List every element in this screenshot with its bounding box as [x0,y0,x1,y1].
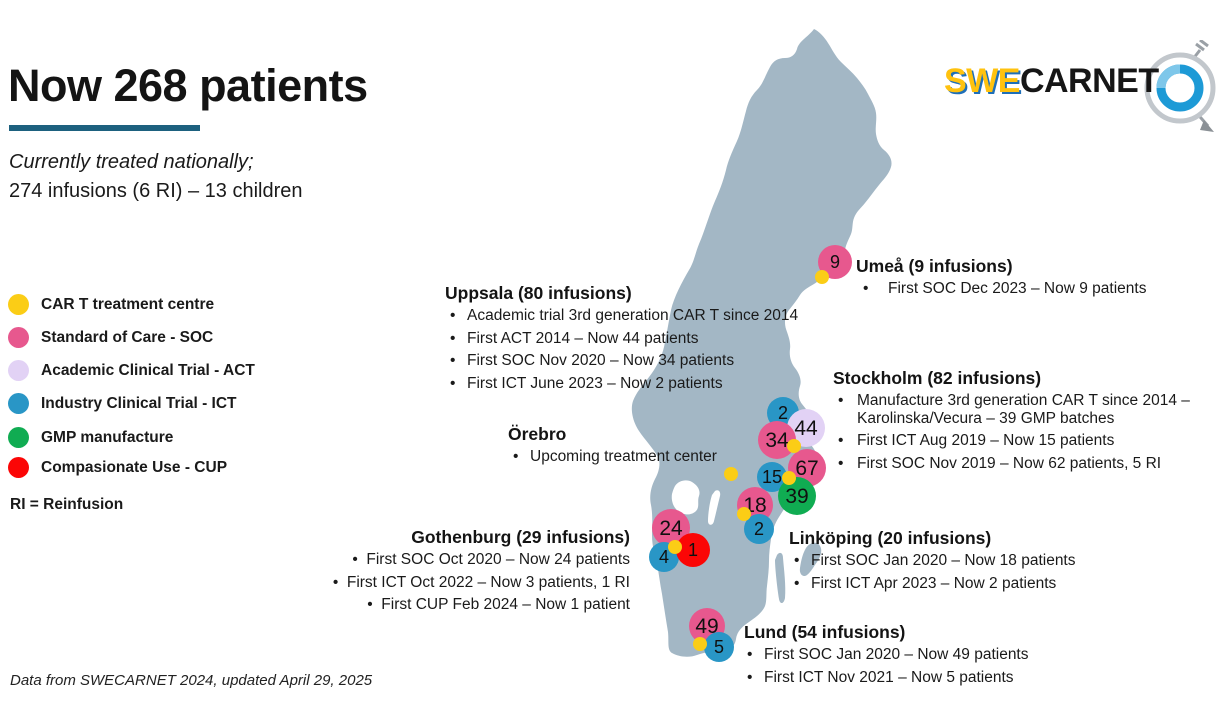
city-bullet: First SOC Nov 2020 – Now 34 patients [445,352,885,370]
map-marker-linkoping-ict: 2 [744,514,774,544]
city-block-linkoping: Linköping (20 infusions) First SOC Jan 2… [789,528,1076,597]
map-marker-umea-centre [815,270,829,284]
city-bullet: Upcoming treatment center [508,448,717,466]
map-marker-linkoping-centre [737,507,751,521]
map-marker-lund-ict: 5 [704,632,734,662]
city-block-orebro: Örebro Upcoming treatment center [508,424,717,471]
city-title: Örebro [508,424,567,444]
legend-item-cup: Compasionate Use - CUP [8,457,227,478]
map-marker-uppsala-centre [787,439,801,453]
city-title: Umeå (9 infusions) [856,256,1013,276]
city-title: Stockholm (82 infusions) [833,368,1042,388]
legend-label: Compasionate Use - CUP [41,458,228,476]
city-bullet: First SOC Oct 2020 – Now 24 patients [270,551,630,569]
legend-label: GMP manufacture [41,428,174,446]
city-bullet: First ICT Apr 2023 – Now 2 patients [789,575,1076,593]
legend-item-gmp: GMP manufacture [8,427,173,448]
subtitle-line-1: Currently treated nationally; [9,151,254,173]
city-bullet: First SOC Jan 2020 – Now 49 patients [744,646,1029,664]
city-title: Linköping (20 infusions) [789,528,992,548]
legend-note: RI = Reinfusion [10,496,124,513]
lake-vanern [671,480,700,515]
city-title: Gothenburg (29 infusions) [411,527,630,547]
target-icon [1144,40,1216,132]
cup-dot-icon [8,457,29,478]
brand-logo: SWECARNET [944,62,1159,101]
lake-vattern [708,490,721,525]
ict-dot-icon [8,393,29,414]
legend-label: Standard of Care - SOC [41,328,214,346]
city-bullet: First SOC Dec 2023 – Now 9 patients [856,280,1146,298]
city-bullet: First SOC Jan 2020 – Now 18 patients [789,552,1076,570]
logo-carnet: CARNET [1019,62,1159,100]
city-bullet: First ICT Aug 2019 – Now 15 patients [833,432,1232,450]
city-bullet: Manufacture 3rd generation CAR T since 2… [833,392,1232,427]
city-bullet: First ACT 2014 – Now 44 patients [445,330,885,348]
page-title: Now 268 patients [8,60,368,111]
legend-item-centre: CAR T treatment centre [8,294,214,315]
map-marker-lund-centre [693,637,707,651]
map-marker-uppsala-soc: 34 [758,421,796,459]
footer-note: Data from SWECARNET 2024, updated April … [10,672,373,689]
legend-label: Industry Clinical Trial - ICT [41,394,237,412]
city-bullet: First CUP Feb 2024 – Now 1 patient [270,596,630,614]
city-title: Lund (54 infusions) [744,622,906,642]
city-bullet: First SOC Nov 2019 – Now 62 patients, 5 … [833,455,1232,473]
city-block-lund: Lund (54 infusions) First SOC Jan 2020 –… [744,622,1029,691]
map-marker-gothenburg-cup: 1 [676,533,710,567]
city-block-gothenburg: Gothenburg (29 infusions) First SOC Oct … [270,527,630,619]
legend-item-ict: Industry Clinical Trial - ICT [8,393,237,414]
legend-label: Academic Clinical Trial - ACT [41,361,255,379]
map-marker-stockholm-centre [782,471,796,485]
map-marker-orebro-centre [724,467,738,481]
island-oland [775,552,786,604]
centre-dot-icon [8,294,29,315]
city-block-umea: Umeå (9 infusions) First SOC Dec 2023 – … [856,256,1146,303]
legend-item-act: Academic Clinical Trial - ACT [8,360,255,381]
map-marker-gothenburg-centre [668,540,682,554]
logo-swe: SWE [944,62,1020,100]
legend-item-soc: Standard of Care - SOC [8,327,213,348]
legend-label: CAR T treatment centre [41,295,215,313]
city-block-stockholm: Stockholm (82 infusions) Manufacture 3rd… [833,368,1232,477]
subtitle-line-2: 274 infusions (6 RI) – 13 children [9,180,303,202]
city-bullet: First ICT Oct 2022 – Now 3 patients, 1 R… [270,574,630,592]
soc-dot-icon [8,327,29,348]
city-bullet: Academic trial 3rd generation CAR T sinc… [445,307,885,325]
city-bullet: First ICT June 2023 – Now 2 patients [445,375,885,393]
title-underline [9,125,200,131]
act-dot-icon [8,360,29,381]
city-block-uppsala: Uppsala (80 infusions) Academic trial 3r… [445,283,885,397]
gmp-dot-icon [8,427,29,448]
city-bullet: First ICT Nov 2021 – Now 5 patients [744,669,1029,687]
city-title: Uppsala (80 infusions) [445,283,632,303]
